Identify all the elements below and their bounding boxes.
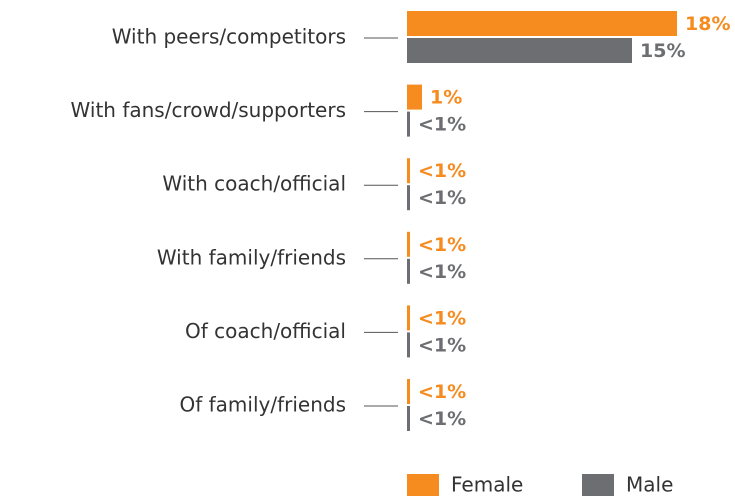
value-label: <1% xyxy=(418,307,466,329)
value-label: <1% xyxy=(418,408,466,430)
legend-swatch xyxy=(582,474,614,496)
category-label: With peers/competitors xyxy=(112,25,346,49)
legend-label: Male xyxy=(626,473,673,497)
bar xyxy=(407,38,632,63)
bar xyxy=(407,305,410,331)
value-label: 15% xyxy=(640,40,685,62)
category-label: With fans/crowd/supporters xyxy=(71,98,346,122)
value-label: 1% xyxy=(430,87,462,109)
value-label: <1% xyxy=(418,261,466,283)
bar xyxy=(407,332,410,358)
category-label: With coach/official xyxy=(162,172,346,196)
value-label: <1% xyxy=(418,381,466,403)
bar xyxy=(407,185,410,211)
value-label: <1% xyxy=(418,334,466,356)
bar xyxy=(407,11,677,36)
category-label: Of family/friends xyxy=(179,393,346,417)
bar xyxy=(407,158,410,184)
category-label: Of coach/official xyxy=(185,319,346,343)
bar xyxy=(407,379,410,404)
value-label: <1% xyxy=(418,234,466,256)
legend-swatch xyxy=(407,474,439,496)
bar xyxy=(407,231,410,257)
bar xyxy=(407,84,422,110)
bar xyxy=(407,406,410,431)
category-label: With family/friends xyxy=(157,245,346,269)
bar xyxy=(407,258,410,284)
value-label: 18% xyxy=(685,13,730,35)
value-label: <1% xyxy=(418,160,466,182)
bar xyxy=(407,111,410,137)
legend-label: Female xyxy=(451,473,523,497)
value-label: <1% xyxy=(418,114,466,136)
value-label: <1% xyxy=(418,187,466,209)
